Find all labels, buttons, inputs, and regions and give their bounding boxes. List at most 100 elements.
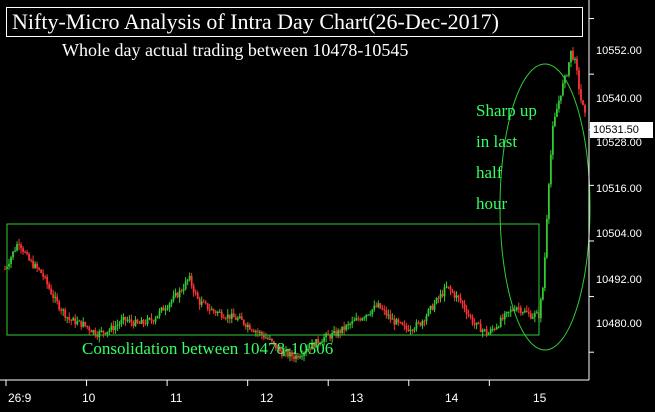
candle-up xyxy=(547,184,550,219)
candle-down xyxy=(461,301,464,304)
candle-up xyxy=(337,330,340,337)
candle-up xyxy=(321,341,323,343)
candle-up xyxy=(347,324,350,326)
candle-up xyxy=(409,330,412,332)
candle-down xyxy=(291,352,293,357)
candle-down xyxy=(467,314,470,316)
candle-up xyxy=(497,326,500,328)
candle-up xyxy=(371,309,374,314)
candle-up xyxy=(82,321,85,327)
candle-down xyxy=(383,309,386,311)
candle-down xyxy=(403,324,406,326)
candle-up xyxy=(34,263,37,268)
candle-down xyxy=(142,319,145,324)
candle-down xyxy=(375,305,378,307)
candle-up xyxy=(523,310,526,313)
candle-down xyxy=(36,263,39,268)
candle-down xyxy=(401,322,404,325)
candle-up xyxy=(236,318,239,320)
candle-down xyxy=(28,254,30,261)
candle-up xyxy=(439,293,442,299)
candle-down xyxy=(287,350,289,357)
candle-down xyxy=(46,276,49,285)
candle-down xyxy=(399,322,402,324)
candle-down xyxy=(431,305,434,310)
candle-down xyxy=(68,317,71,320)
candle-down xyxy=(267,337,269,339)
candle-up xyxy=(377,303,380,307)
candle-down xyxy=(385,310,388,316)
candle-down xyxy=(517,307,520,309)
candle-up xyxy=(535,312,538,314)
candle-up xyxy=(311,342,313,350)
candle-up xyxy=(562,83,564,96)
candle-up xyxy=(184,281,187,289)
candle-up xyxy=(62,309,65,311)
candle-up xyxy=(443,287,446,297)
candle-down xyxy=(527,312,530,314)
candle-up xyxy=(349,323,352,325)
candle-down xyxy=(469,315,472,317)
candle-down xyxy=(572,50,574,60)
candle-down xyxy=(222,317,225,319)
candle-down xyxy=(60,309,63,311)
candle-up xyxy=(100,330,103,332)
candle-down xyxy=(104,332,107,334)
candle-down xyxy=(441,293,444,297)
candlesticks xyxy=(4,47,586,363)
candle-up xyxy=(164,309,167,311)
candle-down xyxy=(32,260,34,268)
candle-down xyxy=(580,89,582,101)
candle-down xyxy=(335,330,338,337)
candle-down xyxy=(389,314,392,320)
candle-down xyxy=(582,100,584,106)
candle-up xyxy=(445,286,448,288)
candle-up xyxy=(489,329,492,334)
candle-up xyxy=(307,348,309,352)
candle-down xyxy=(86,325,89,328)
y-tick-label: 10528.00 xyxy=(596,137,642,149)
candle-up xyxy=(128,319,131,321)
candle-down xyxy=(519,307,522,313)
candle-down xyxy=(529,313,532,319)
sharp-up-line-1: Sharp up xyxy=(476,101,537,120)
last-price-tag: 10531.50 xyxy=(590,122,653,138)
candle-up xyxy=(421,320,424,326)
candle-up xyxy=(140,319,143,324)
candle-down xyxy=(58,301,61,310)
candle-down xyxy=(511,309,514,311)
candle-up xyxy=(387,314,390,316)
candle-up xyxy=(435,298,438,304)
candle-up xyxy=(301,355,303,357)
candle-down xyxy=(339,330,342,334)
candle-down xyxy=(411,330,414,332)
candle-down xyxy=(220,311,223,318)
candle-up xyxy=(174,293,177,296)
candle-up xyxy=(539,299,542,319)
candle-down xyxy=(88,327,91,331)
candle-up xyxy=(160,307,163,311)
candle-up xyxy=(269,338,271,340)
candle-down xyxy=(313,342,315,348)
candle-down xyxy=(453,292,456,298)
candle-up xyxy=(549,154,552,185)
candle-down xyxy=(212,309,215,312)
candle-up xyxy=(367,314,370,316)
candle-up xyxy=(361,318,364,321)
candle-down xyxy=(477,322,480,324)
candle-up xyxy=(289,352,291,357)
candle-down xyxy=(447,286,450,288)
candle-down xyxy=(206,303,209,310)
candle-down xyxy=(234,317,237,320)
candle-up xyxy=(513,310,516,312)
candle-down xyxy=(479,323,482,333)
sharp-up-line-4: hour xyxy=(476,194,508,213)
candle-down xyxy=(457,295,460,298)
candle-up xyxy=(560,95,562,101)
candle-down xyxy=(18,244,20,246)
candle-up xyxy=(10,257,12,264)
candle-up xyxy=(54,296,57,298)
candle-down xyxy=(309,348,311,350)
candle-down xyxy=(102,330,105,333)
candle-down xyxy=(208,309,211,311)
